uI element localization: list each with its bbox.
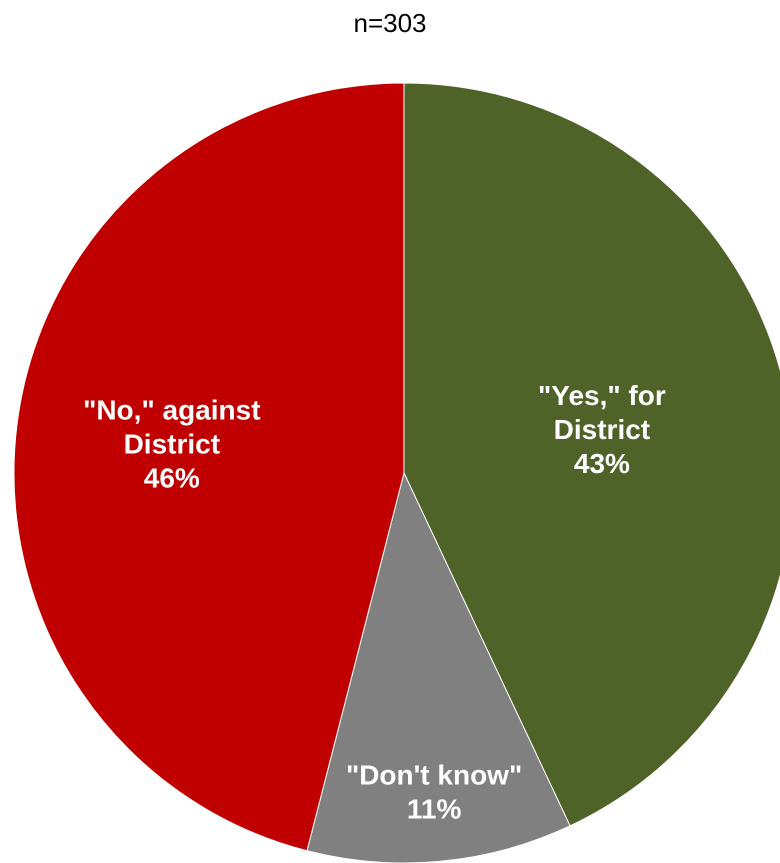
pie-slice-label-1: "Don't know" 11% [346,759,522,824]
pie-slice-label-line: "No," against [83,395,260,426]
pie-slice-label-line: "Yes," for [538,380,666,411]
chart-subtitle: n=303 [353,8,427,38]
pie-labels: "Yes," for District 43%"Don't know" 11%"No,… [83,380,666,825]
pie-slice-0 [403,82,780,827]
pie-slice-label-line: "Don't know" [346,759,522,790]
pie-slice-label-line: District [124,429,220,460]
pie-slice-label-2: "No," against District 46% [83,395,260,494]
pie-slices [13,82,780,863]
pie-slice-2 [13,82,405,852]
pie-slice-value: 11% [407,793,462,824]
pie-slice-1 [306,471,571,863]
pie-slice-value: 43% [574,448,630,479]
pie-slice-value: 46% [144,463,200,494]
pie-slice-label-0: "Yes," for District 43% [538,380,666,479]
pie-slice-label-line: District [554,414,650,445]
